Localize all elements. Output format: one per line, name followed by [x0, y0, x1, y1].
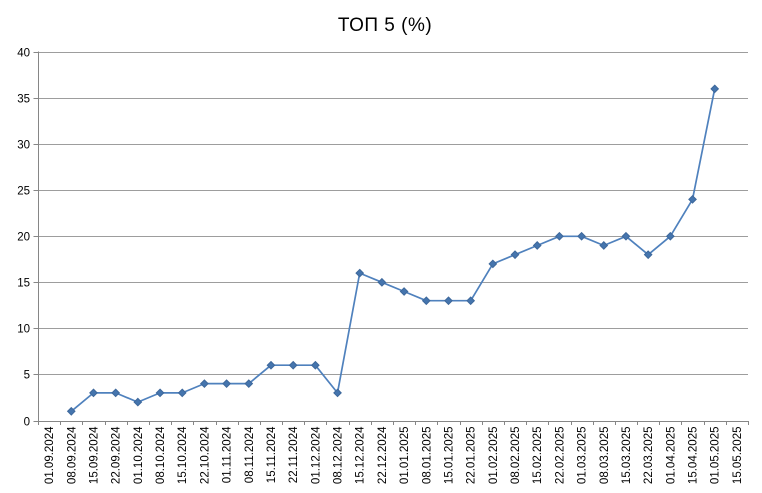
x-tick-label: 01.01.2025: [399, 427, 411, 485]
data-point-marker: [333, 388, 342, 398]
x-tick-label: 15.12.2024: [355, 426, 367, 484]
x-tick-label: 01.03.2025: [577, 427, 589, 485]
data-point-marker: [554, 231, 564, 241]
data-point-marker: [621, 231, 631, 241]
y-tick-label: 40: [17, 48, 30, 60]
x-tick-label: 08.10.2024: [155, 426, 167, 484]
x-tick-label: 22.01.2025: [466, 427, 478, 485]
data-point-marker: [444, 296, 453, 306]
x-tick-label: 15.11.2024: [266, 426, 278, 483]
x-tick-label: 22.03.2025: [643, 427, 655, 485]
data-point-marker: [488, 259, 498, 269]
x-tick-label: 15.09.2024: [88, 426, 100, 484]
y-tick-label: 5: [24, 370, 30, 382]
x-tick-label: 01.10.2024: [133, 426, 145, 484]
data-point-marker: [510, 250, 520, 260]
x-tick-label: 08.12.2024: [333, 426, 345, 484]
data-point-marker: [577, 231, 587, 241]
x-tick-label: 15.01.2025: [443, 427, 455, 485]
x-tick-label: 01.05.2025: [710, 427, 722, 485]
x-tick-label: 01.02.2025: [488, 427, 500, 485]
data-point-marker: [421, 296, 431, 306]
x-tick-label: 22.11.2024: [288, 426, 300, 483]
x-tick-label: 15.10.2024: [177, 426, 189, 484]
y-tick-label: 30: [17, 140, 30, 152]
x-tick-label: 15.03.2025: [621, 427, 633, 485]
data-point-marker: [377, 277, 387, 287]
data-point-marker: [688, 194, 697, 204]
data-point-marker: [111, 388, 121, 398]
x-tick-label: 15.05.2025: [732, 427, 744, 485]
x-tick-label: 08.09.2024: [66, 426, 78, 484]
data-point-marker: [177, 388, 187, 398]
x-tick-label: 08.11.2024: [244, 426, 256, 483]
x-tick-label: 01.04.2025: [665, 427, 677, 485]
data-point-marker: [266, 360, 276, 370]
x-tick-label: 15.02.2025: [532, 427, 544, 485]
x-tick-label: 22.12.2024: [377, 426, 389, 484]
x-tick-label: 01.11.2024: [222, 426, 234, 483]
data-point-marker: [310, 360, 320, 370]
y-tick-label: 20: [17, 232, 30, 244]
data-point-marker: [643, 250, 653, 260]
y-tick-label: 25: [17, 186, 30, 198]
y-tick-label: 10: [17, 324, 30, 336]
x-tick-label: 22.10.2024: [199, 426, 211, 484]
data-point-marker: [532, 241, 542, 250]
x-tick-label: 08.03.2025: [599, 427, 611, 485]
x-tick-label: 01.12.2024: [310, 426, 322, 484]
data-point-marker: [199, 379, 209, 389]
x-tick-label: 08.01.2025: [421, 427, 433, 485]
data-point-marker: [288, 360, 298, 370]
data-point-marker: [355, 268, 365, 278]
series-line: [70, 87, 716, 413]
data-point-marker: [399, 287, 409, 296]
x-tick-label: 01.09.2024: [44, 426, 56, 484]
x-tick-label: 15.04.2025: [688, 427, 700, 485]
x-tick-label: 22.09.2024: [111, 426, 123, 484]
plot-layer: 0 5 10 15 20 25 30 35 40 01.09.2024 08.09.2024 15.0…: [17, 48, 749, 485]
data-point-marker: [665, 231, 675, 241]
data-point-marker: [222, 379, 232, 389]
data-point-marker: [89, 388, 98, 398]
y-tick-label: 0: [24, 417, 30, 429]
data-point-marker: [244, 379, 254, 389]
data-point-marker: [710, 84, 720, 94]
data-point-marker: [133, 397, 143, 407]
x-tick-label: 08.02.2025: [510, 427, 522, 485]
data-point-marker: [466, 296, 476, 306]
chart-title: ТОП 5 (%): [338, 15, 432, 36]
y-tick-label: 15: [17, 278, 30, 290]
data-point-marker: [599, 241, 609, 250]
data-point-marker: [155, 388, 165, 398]
x-tick-label: 22.02.2025: [554, 427, 566, 485]
y-tick-label: 35: [17, 94, 30, 106]
data-point-marker: [66, 406, 76, 416]
